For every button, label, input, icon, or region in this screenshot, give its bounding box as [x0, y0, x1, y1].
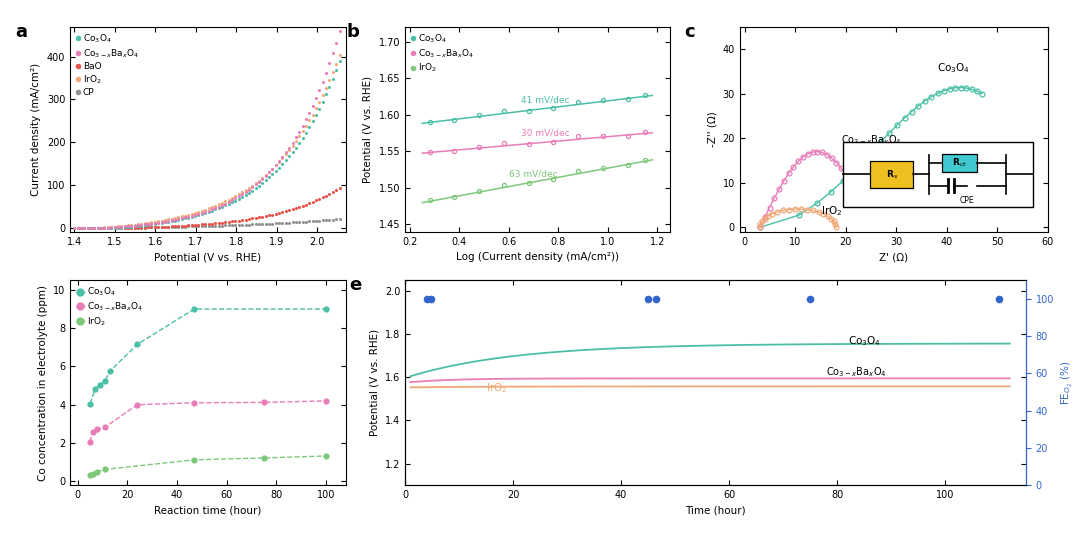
Y-axis label: Co concentration in electrolyte (ppm): Co concentration in electrolyte (ppm): [38, 285, 48, 481]
Y-axis label: -Z'' (Ω): -Z'' (Ω): [707, 112, 717, 147]
Text: 30 mV/dec: 30 mV/dec: [522, 129, 570, 138]
Text: b: b: [347, 23, 360, 41]
Text: 63 mV/dec: 63 mV/dec: [509, 169, 557, 178]
Text: IrO$_2$: IrO$_2$: [821, 204, 842, 218]
Text: Co$_{3-x}$Ba$_x$O$_4$: Co$_{3-x}$Ba$_x$O$_4$: [826, 365, 887, 379]
X-axis label: Log (Current density (mA/cm²)): Log (Current density (mA/cm²)): [456, 252, 619, 262]
Y-axis label: Current density (mA/cm²): Current density (mA/cm²): [31, 63, 41, 196]
X-axis label: Time (hour): Time (hour): [685, 506, 746, 515]
Text: a: a: [15, 23, 27, 41]
Text: c: c: [685, 23, 696, 41]
Y-axis label: FE$_{O_2}$ (%): FE$_{O_2}$ (%): [1059, 361, 1075, 405]
X-axis label: Potential (V vs. RHE): Potential (V vs. RHE): [154, 252, 261, 262]
X-axis label: Reaction time (hour): Reaction time (hour): [154, 506, 261, 515]
Legend: Co$_3$O$_4$, Co$_{3-x}$Ba$_x$O$_4$, BaO, IrO$_2$, CP: Co$_3$O$_4$, Co$_{3-x}$Ba$_x$O$_4$, BaO,…: [75, 31, 140, 98]
Y-axis label: Potential (V vs. RHE): Potential (V vs. RHE): [369, 329, 379, 436]
Legend: Co$_3$O$_4$, Co$_{3-x}$Ba$_x$O$_4$, IrO$_2$: Co$_3$O$_4$, Co$_{3-x}$Ba$_x$O$_4$, IrO$…: [75, 285, 145, 329]
Text: Co$_3$O$_4$: Co$_3$O$_4$: [848, 334, 881, 348]
Text: IrO$_2$: IrO$_2$: [486, 381, 508, 395]
Text: 41 mV/dec: 41 mV/dec: [522, 95, 570, 104]
Y-axis label: Potential (V vs. RHE): Potential (V vs. RHE): [363, 76, 373, 183]
Text: e: e: [349, 276, 362, 294]
Text: Co$_{3-x}$Ba$_x$O$_4$: Co$_{3-x}$Ba$_x$O$_4$: [840, 133, 902, 147]
Legend: Co$_3$O$_4$, Co$_{3-x}$Ba$_x$O$_4$, IrO$_2$: Co$_3$O$_4$, Co$_{3-x}$Ba$_x$O$_4$, IrO$…: [409, 31, 475, 75]
X-axis label: Z' (Ω): Z' (Ω): [879, 252, 908, 262]
Text: Co$_3$O$_4$: Co$_3$O$_4$: [936, 61, 970, 75]
